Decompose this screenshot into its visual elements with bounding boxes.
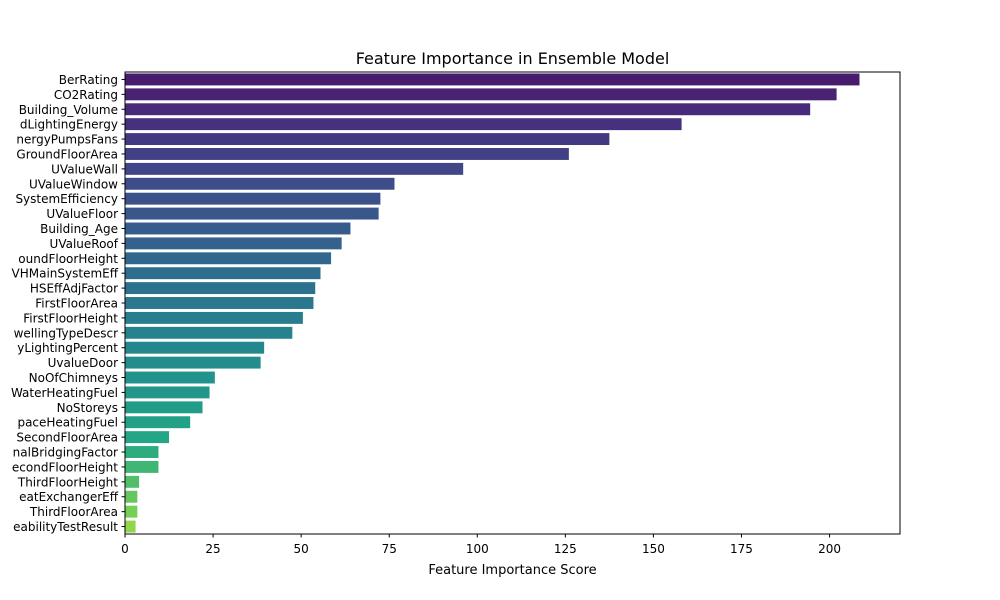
- y-tick-label: UvalueDoor: [48, 356, 118, 370]
- bar: [125, 520, 136, 533]
- y-tick-label: Building_Volume: [19, 103, 118, 117]
- x-tick-label: 50: [293, 542, 308, 556]
- y-tick-label: nalBridgingFactor: [13, 446, 118, 460]
- y-tick-label: wellingTypeDescr: [14, 326, 118, 340]
- x-tick-label: 25: [205, 542, 220, 556]
- bar: [125, 505, 138, 518]
- bar: [125, 326, 293, 339]
- y-tick-label: paceHeatingFuel: [17, 416, 118, 430]
- y-tick-label: FirstFloorHeight: [23, 311, 118, 325]
- y-tick-label: ThirdFloorArea: [29, 505, 118, 519]
- y-tick-label: NoOfChimneys: [29, 371, 118, 385]
- bar: [125, 192, 381, 205]
- y-tick-label: VHMainSystemEff: [12, 267, 119, 281]
- x-tick-label: 125: [554, 542, 577, 556]
- x-tick-label: 150: [642, 542, 665, 556]
- bar: [125, 416, 191, 429]
- y-tick-label: UValueWindow: [29, 177, 118, 191]
- bar: [125, 401, 203, 414]
- x-axis-label: Feature Importance Score: [428, 563, 596, 578]
- y-tick-label: econdFloorHeight: [12, 460, 118, 474]
- y-tick-label: FirstFloorArea: [35, 297, 118, 311]
- y-tick-label: CO2Rating: [54, 88, 118, 102]
- bar: [125, 311, 303, 324]
- bar: [125, 133, 610, 146]
- y-tick-label: UValueRoof: [50, 237, 119, 251]
- bar: [125, 237, 342, 250]
- plot-frame: [124, 71, 901, 535]
- bar: [125, 356, 261, 369]
- bar: [125, 148, 569, 160]
- bar: [125, 177, 395, 190]
- bar: [125, 252, 332, 265]
- bar: [125, 88, 837, 101]
- x-tick-label: 200: [818, 542, 841, 556]
- bar: [125, 490, 138, 503]
- y-tick-label: GroundFloorArea: [16, 147, 118, 161]
- y-tick-label: eabilityTestResult: [13, 520, 118, 534]
- bar: [125, 282, 316, 295]
- bar: [125, 162, 464, 175]
- x-axis-ticks: 0 25 50 75 100 125 150 175 200: [121, 534, 841, 556]
- y-tick-label: BerRating: [59, 73, 118, 87]
- chart-title: Feature Importance in Ensemble Model: [356, 49, 670, 68]
- y-tick-label: SecondFloorArea: [16, 431, 118, 445]
- y-tick-label: UValueFloor: [46, 207, 118, 221]
- y-axis-ticks: BerRatingCO2RatingBuilding_VolumedLighti…: [11, 73, 125, 534]
- bar: [125, 460, 159, 473]
- y-tick-label: Building_Age: [40, 222, 118, 236]
- bars-group: [125, 73, 860, 533]
- bar: [125, 371, 215, 384]
- bar: [125, 222, 351, 235]
- bar: [125, 446, 159, 458]
- bar: [125, 431, 170, 444]
- bar: [125, 386, 210, 399]
- y-tick-label: ThirdFloorHeight: [17, 475, 118, 489]
- bar: [125, 297, 314, 309]
- y-tick-label: WaterHeatingFuel: [11, 386, 118, 400]
- bar: [125, 73, 860, 86]
- bar: [125, 475, 140, 488]
- x-tick-label: 100: [466, 542, 489, 556]
- x-tick-label: 0: [121, 542, 129, 556]
- y-tick-label: UValueWall: [51, 162, 118, 176]
- bar: [125, 103, 811, 116]
- x-tick-label: 75: [382, 542, 397, 556]
- y-tick-label: nergyPumpsFans: [16, 133, 118, 147]
- y-tick-label: dLightingEnergy: [20, 118, 118, 132]
- bar: [125, 118, 682, 131]
- bar: [125, 207, 379, 220]
- x-tick-label: 175: [730, 542, 753, 556]
- y-tick-label: HSEffAdjFactor: [30, 282, 118, 296]
- y-tick-label: oundFloorHeight: [18, 252, 118, 266]
- y-tick-label: SystemEfficiency: [15, 192, 118, 206]
- bar: [125, 341, 265, 354]
- bar: [125, 267, 321, 280]
- y-tick-label: yLightingPercent: [17, 341, 118, 355]
- y-tick-label: eatExchangerEff: [19, 490, 119, 504]
- y-tick-label: NoStoreys: [57, 401, 118, 415]
